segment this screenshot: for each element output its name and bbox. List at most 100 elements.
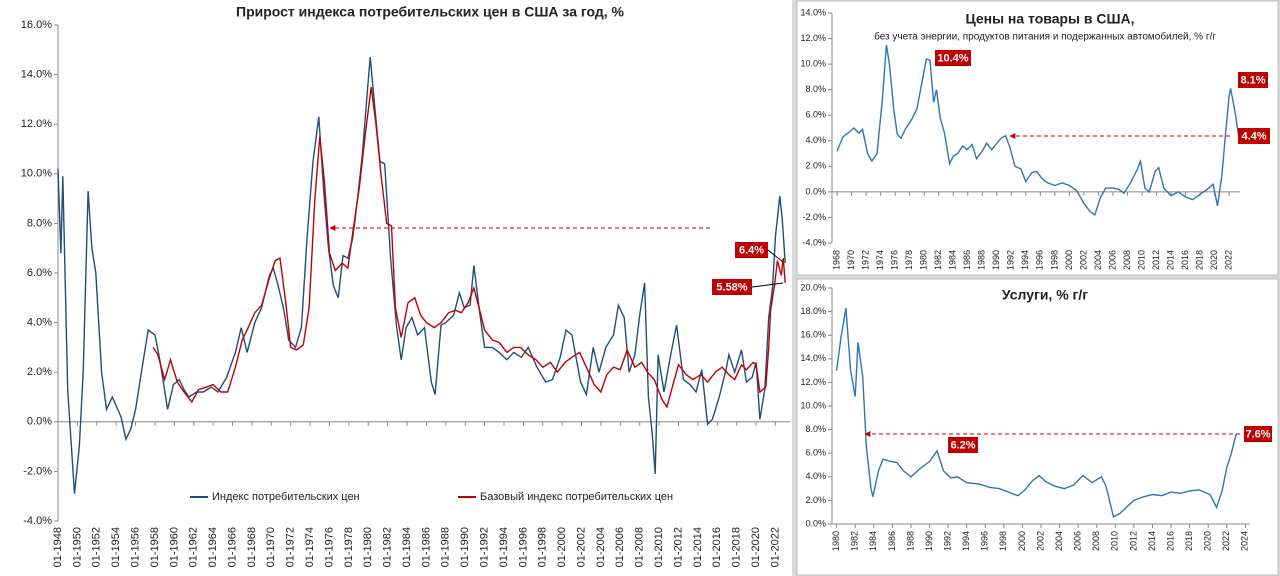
x-tick-label: 2008 bbox=[1091, 531, 1101, 551]
x-tick-label: 01-1958 bbox=[149, 527, 161, 567]
annotation: 6.4% bbox=[739, 244, 764, 256]
x-tick-label: 2012 bbox=[1128, 531, 1138, 551]
y-tick-label: 18.0% bbox=[800, 306, 826, 316]
x-tick-label: 01-2020 bbox=[750, 527, 762, 567]
chart-title: Услуги, % г/г bbox=[1002, 287, 1088, 303]
annotation-box bbox=[1244, 426, 1272, 442]
data-line bbox=[836, 44, 1240, 217]
x-tick-label: 01-1976 bbox=[323, 527, 335, 567]
x-tick-label: 1974 bbox=[875, 250, 885, 270]
x-tick-label: 01-2004 bbox=[595, 527, 607, 567]
x-tick-label: 01-1992 bbox=[479, 527, 491, 567]
y-tick-label: 0.0% bbox=[27, 416, 52, 428]
x-tick-label: 1968 bbox=[831, 250, 841, 270]
x-tick-label: 01-1972 bbox=[285, 527, 297, 567]
x-tick-label: 1970 bbox=[846, 250, 856, 270]
x-tick-label: 01-1982 bbox=[382, 527, 394, 567]
x-tick-label: 01-1996 bbox=[517, 527, 529, 567]
x-tick-label: 1988 bbox=[905, 531, 915, 551]
annotation-box bbox=[935, 50, 971, 66]
y-tick-label: 8.0% bbox=[805, 84, 826, 94]
panel bbox=[796, 278, 1279, 576]
x-tick-label: 01-2000 bbox=[556, 527, 568, 567]
y-tick-label: 6.0% bbox=[805, 110, 826, 120]
chart-title: Цены на товары в США, bbox=[965, 11, 1134, 27]
x-tick-label: 2024 bbox=[1240, 531, 1250, 551]
x-tick-label: 01-1998 bbox=[537, 527, 549, 567]
x-tick-label: 01-2014 bbox=[692, 527, 704, 567]
x-tick-label: 2008 bbox=[1122, 250, 1132, 270]
annotation-box bbox=[1238, 72, 1268, 88]
x-tick-label: 01-1956 bbox=[129, 527, 141, 567]
y-tick-label: 2.0% bbox=[805, 161, 826, 171]
y-tick-label: 4.0% bbox=[805, 471, 826, 481]
x-tick-label: 1986 bbox=[887, 531, 897, 551]
x-tick-label: 01-1994 bbox=[498, 527, 510, 567]
x-tick-label: 2018 bbox=[1194, 250, 1204, 270]
x-tick-label: 01-1990 bbox=[459, 527, 471, 567]
x-tick-label: 1990 bbox=[924, 531, 934, 551]
x-tick-label: 2016 bbox=[1180, 250, 1190, 270]
y-tick-label: 14.0% bbox=[800, 7, 826, 17]
y-tick-label: 8.0% bbox=[27, 217, 52, 229]
y-tick-label: -2.0% bbox=[23, 465, 52, 477]
x-tick-label: 2004 bbox=[1054, 531, 1064, 551]
y-tick-label: 0.0% bbox=[805, 518, 826, 528]
x-tick-label: 2000 bbox=[1064, 250, 1074, 270]
chart-title: Прирост индекса потребительских цен в СШ… bbox=[236, 4, 625, 20]
x-tick-label: 2002 bbox=[1035, 531, 1045, 551]
x-tick-label: 2020 bbox=[1209, 250, 1219, 270]
x-tick-label: 1996 bbox=[1035, 250, 1045, 270]
x-tick-label: 01-1962 bbox=[188, 527, 200, 567]
x-tick-label: 2002 bbox=[1078, 250, 1088, 270]
x-tick-label: 01-2018 bbox=[731, 527, 743, 567]
x-tick-label: 1986 bbox=[962, 250, 972, 270]
x-tick-label: 1988 bbox=[977, 250, 987, 270]
x-tick-label: 1996 bbox=[980, 531, 990, 551]
x-tick-label: 1980 bbox=[919, 250, 929, 270]
x-tick-label: 01-1974 bbox=[304, 527, 316, 567]
x-tick-label: 01-1952 bbox=[91, 527, 103, 567]
x-tick-label: 2022 bbox=[1223, 250, 1233, 270]
y-tick-label: 6.0% bbox=[27, 267, 52, 279]
x-tick-label: 1976 bbox=[890, 250, 900, 270]
x-tick-label: 01-1960 bbox=[168, 527, 180, 567]
x-tick-label: 1992 bbox=[1006, 250, 1016, 270]
y-tick-label: 0.0% bbox=[805, 186, 826, 196]
x-tick-label: 2006 bbox=[1073, 531, 1083, 551]
x-tick-label: 01-2002 bbox=[575, 527, 587, 567]
y-tick-label: 2.0% bbox=[805, 495, 826, 505]
x-tick-label: 1990 bbox=[991, 250, 1001, 270]
x-tick-label: 2012 bbox=[1151, 250, 1161, 270]
y-tick-label: 10.0% bbox=[800, 400, 826, 410]
x-tick-label: 01-2010 bbox=[653, 527, 665, 567]
x-tick-label: 1982 bbox=[933, 250, 943, 270]
pointer bbox=[767, 249, 784, 263]
data-line bbox=[835, 307, 1237, 518]
x-tick-label: 01-1986 bbox=[420, 527, 432, 567]
x-tick-label: 01-2016 bbox=[711, 527, 723, 567]
data-line bbox=[152, 86, 786, 409]
panel bbox=[796, 0, 1279, 276]
x-tick-label: 2006 bbox=[1107, 250, 1117, 270]
x-tick-label: 01-2008 bbox=[634, 527, 646, 567]
annotation-box bbox=[1238, 128, 1270, 144]
y-tick-label: 10.0% bbox=[21, 168, 52, 180]
y-tick-label: 10.0% bbox=[800, 58, 826, 68]
x-tick-label: 01-1970 bbox=[265, 527, 277, 567]
x-tick-label: 2000 bbox=[1017, 531, 1027, 551]
x-tick-label: 01-1980 bbox=[362, 527, 374, 567]
y-tick-label: -2.0% bbox=[802, 212, 826, 222]
y-tick-label: 12.0% bbox=[800, 33, 826, 43]
x-tick-label: 01-1954 bbox=[110, 527, 122, 567]
x-tick-label: 2016 bbox=[1165, 531, 1175, 551]
x-tick-label: 2014 bbox=[1147, 531, 1157, 551]
y-tick-label: 16.0% bbox=[21, 19, 52, 31]
annotation: 10.4% bbox=[937, 52, 968, 64]
x-tick-label: 1984 bbox=[868, 531, 878, 551]
y-tick-label: 14.0% bbox=[800, 353, 826, 363]
y-tick-label: -4.0% bbox=[23, 515, 52, 527]
x-tick-label: 1972 bbox=[860, 250, 870, 270]
annotation: 6.2% bbox=[950, 439, 975, 451]
y-tick-label: 2.0% bbox=[27, 366, 52, 378]
